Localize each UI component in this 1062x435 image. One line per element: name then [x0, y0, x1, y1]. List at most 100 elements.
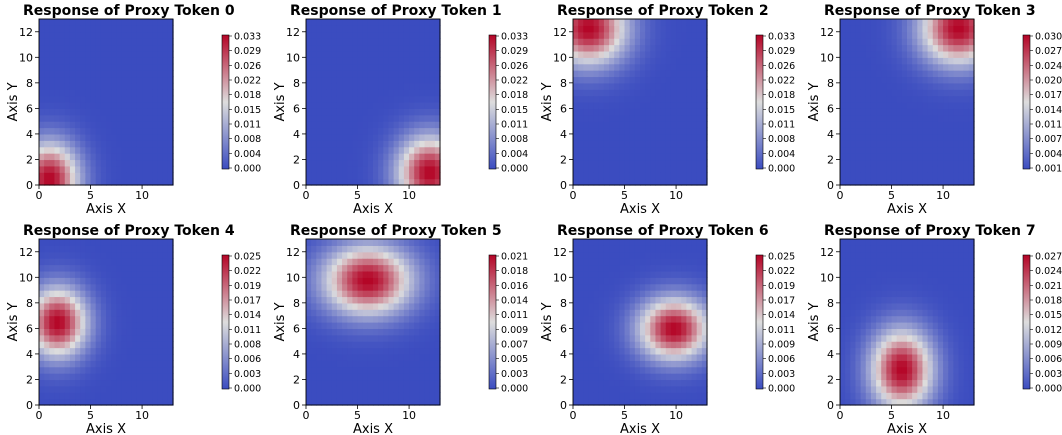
heatmap-cell [603, 270, 610, 278]
heatmap-cell [95, 398, 102, 406]
heatmap-cell [357, 70, 364, 78]
heatmap-cell [624, 328, 631, 336]
heatmap-cell [131, 38, 138, 46]
heatmap-cell [100, 277, 107, 285]
heatmap-cell [126, 341, 133, 349]
heatmap-cell [362, 315, 369, 323]
heatmap-cell [111, 57, 117, 65]
heatmap-cell [167, 153, 174, 161]
heatmap-cell [624, 360, 631, 368]
heatmap-cell [347, 322, 353, 329]
heatmap-cell [414, 25, 420, 33]
heatmap-cell [578, 114, 584, 122]
heatmap-cell [362, 31, 369, 39]
heatmap-cell [881, 50, 887, 58]
heatmap-cell [419, 140, 426, 148]
heatmap-cell [95, 353, 102, 361]
heatmap-cell [39, 366, 45, 374]
colorbar-tick-label: 0.000 [501, 384, 528, 395]
heatmap-cell [39, 290, 45, 298]
heatmap-cell [352, 290, 359, 298]
heatmap-cell [157, 341, 164, 349]
heatmap-cell [367, 283, 374, 291]
heatmap-cell [336, 290, 343, 298]
heatmap-cell [696, 95, 703, 103]
heatmap-cell [90, 102, 97, 109]
heatmap-cell [968, 153, 975, 161]
heatmap-cell [670, 76, 677, 84]
y-tick-label: 12 [286, 246, 300, 259]
x-tick-label: 10 [402, 189, 416, 202]
heatmap-cell [44, 264, 50, 272]
heatmap-cell [80, 315, 86, 323]
heatmap-cell [573, 353, 579, 361]
heatmap-cell [676, 159, 682, 167]
heatmap-cell [409, 114, 415, 122]
heatmap-cell [912, 114, 918, 122]
heatmap-cell [624, 322, 631, 329]
heatmap-cell [896, 108, 903, 116]
heatmap-cell [681, 322, 687, 329]
heatmap-cell [660, 57, 667, 65]
heatmap-cell [676, 140, 682, 148]
heatmap-cell [373, 334, 379, 342]
heatmap-cell [362, 347, 369, 355]
heatmap-cell [157, 373, 164, 381]
heatmap-cell [578, 165, 584, 173]
heatmap-cell [321, 82, 328, 90]
heatmap-cell [891, 89, 898, 97]
heatmap-cell [403, 133, 410, 141]
heatmap-cell [424, 385, 431, 393]
heatmap-cell [583, 392, 590, 400]
heatmap-cell [362, 153, 369, 161]
heatmap-cell [896, 133, 903, 141]
heatmap-cell [352, 379, 359, 387]
heatmap-cell [152, 347, 159, 355]
heatmap-cell [378, 50, 384, 58]
heatmap-cell [593, 302, 600, 310]
heatmap-cell [701, 38, 708, 46]
heatmap-cell [49, 341, 56, 349]
heatmap-cell [331, 290, 338, 298]
heatmap-cell [126, 385, 133, 393]
heatmap-cell [347, 114, 353, 122]
heatmap-cell [357, 89, 364, 97]
heatmap-cell [95, 309, 102, 317]
heatmap-cell [593, 392, 600, 400]
heatmap-cell [331, 366, 338, 374]
heatmap-cell [696, 328, 703, 336]
heatmap-cell [162, 165, 169, 173]
heatmap-cell [881, 146, 887, 154]
heatmap-cell [676, 360, 682, 368]
heatmap-cell [64, 347, 71, 355]
heatmap-cell [357, 25, 364, 33]
heatmap-cell [424, 57, 431, 65]
heatmap-cell [634, 133, 641, 141]
heatmap-cell [331, 334, 338, 342]
heatmap-cell [681, 76, 687, 84]
heatmap-cell [357, 38, 364, 46]
heatmap-cell [393, 114, 400, 122]
heatmap-cell [676, 264, 682, 272]
heatmap-cell [357, 82, 364, 90]
heatmap-cell [347, 95, 353, 103]
heatmap-cell [409, 277, 415, 285]
heatmap-cell [629, 334, 636, 342]
heatmap-cell [378, 341, 384, 349]
heatmap-cell [373, 290, 379, 298]
heatmap-cell [650, 31, 657, 39]
heatmap-cell [670, 102, 677, 109]
heatmap-cell [69, 165, 76, 173]
heatmap-cell [701, 50, 708, 58]
heatmap-cell [583, 114, 590, 122]
heatmap-cell [393, 315, 400, 323]
heatmap-cell [860, 172, 867, 180]
colorbar-tick-label: 0.000 [501, 164, 528, 175]
heatmap-cell [373, 50, 379, 58]
heatmap-cell [907, 114, 913, 122]
heatmap-cell [347, 270, 353, 278]
heatmap-cell [398, 353, 405, 361]
heatmap-cell [106, 315, 112, 323]
heatmap-cell [573, 302, 579, 310]
heatmap-cell [901, 140, 908, 148]
